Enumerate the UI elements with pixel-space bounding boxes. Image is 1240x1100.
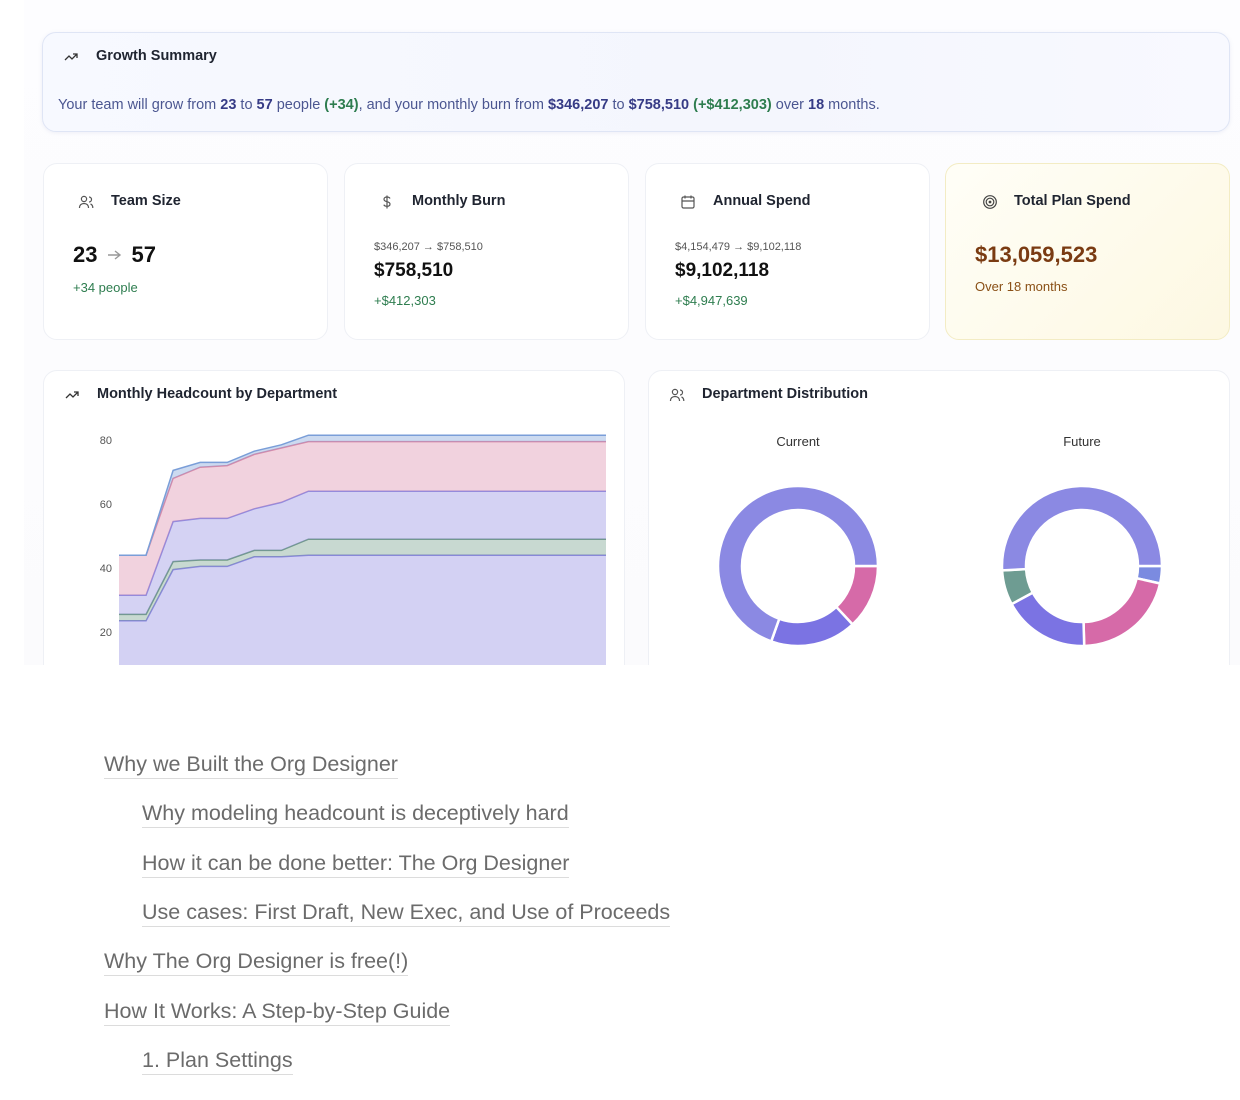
area-fill [119, 555, 606, 665]
summary-segment: (+34) [324, 97, 359, 113]
summary-segment: $346,207 [547, 97, 609, 113]
donut-segment [1082, 576, 1162, 648]
users-icon [78, 195, 94, 209]
trend-icon [64, 53, 78, 61]
summary-segment: to [608, 97, 629, 113]
summary-segment: over [771, 97, 808, 113]
donut-charts: Current Future [716, 434, 1164, 648]
donut-segment [769, 605, 855, 648]
area-line [119, 434, 606, 556]
donut-segment [1000, 484, 1164, 572]
toc-link[interactable]: Use cases: First Draft, New Exec, and Us… [142, 900, 671, 927]
summary-title: Growth Summary [96, 48, 217, 64]
toc-link[interactable]: How it can be done better: The Org Desig… [142, 851, 570, 878]
y-tick-label: 40 [100, 563, 112, 575]
dollar-icon [383, 195, 391, 209]
toc-link[interactable]: Why we Built the Org Designer [104, 752, 398, 779]
chart-title: Monthly Headcount by Department [97, 386, 338, 402]
target-icon [983, 195, 997, 209]
donut-title: Current [776, 434, 820, 449]
donut-segment [716, 484, 880, 643]
area-fill [119, 539, 606, 621]
card: Monthly Burn $346,207 → $758,510 $758,51… [344, 163, 629, 340]
card-value: $13,059,523 [975, 242, 1098, 267]
dashboard: Growth Summary Your team will grow from … [24, 0, 1240, 665]
area-line [119, 554, 606, 622]
trend-icon [65, 391, 79, 399]
area-chart: 20 40 60 80 [100, 434, 606, 665]
summary-segment: , and your monthly burn from [358, 97, 548, 113]
chart-title: Department Distribution [702, 386, 868, 402]
card-delta: +$4,947,639 [675, 293, 748, 308]
card-range: $4,154,479 → $9,102,118 [675, 241, 802, 253]
area-line [119, 538, 606, 616]
summary-segment: 23 [220, 97, 237, 113]
card-delta: +$412,303 [374, 293, 436, 308]
toc-link[interactable]: Why modeling headcount is deceptively ha… [142, 801, 569, 828]
area-line [119, 490, 606, 596]
toc-link[interactable]: 1. Plan Settings [142, 1048, 293, 1075]
card-title: Team Size [111, 193, 181, 209]
arrow-icon [108, 250, 122, 260]
value-from: 23 [73, 242, 98, 267]
summary-segment: to [236, 97, 257, 113]
summary-segment: months. [824, 97, 880, 113]
calendar-icon [681, 195, 695, 209]
summary-segment: people [272, 97, 325, 113]
summary-segment: Your team will grow from [58, 97, 221, 113]
y-tick-label: 60 [100, 499, 112, 511]
growth-summary: Growth Summary Your team will grow from … [42, 32, 1230, 132]
card-value: 23 57 [73, 242, 156, 268]
summary-segment: 57 [256, 97, 273, 113]
card-title: Annual Spend [713, 193, 811, 209]
donut-title: Future [1063, 434, 1101, 449]
card-note: Over 18 months [975, 279, 1068, 294]
card-title: Total Plan Spend [1014, 193, 1131, 209]
area-fill [119, 491, 606, 615]
area-line [119, 440, 606, 556]
card-title: Monthly Burn [412, 193, 506, 209]
area-fill [119, 441, 606, 596]
card: Total Plan Spend $13,059,523 Over 18 mon… [945, 163, 1230, 340]
card-delta: +34 people [73, 280, 138, 295]
distribution-panel: Department Distribution Current Future [648, 370, 1230, 665]
card: Annual Spend $4,154,479 → $9,102,118 $9,… [645, 163, 930, 340]
summary-segment: (+$412,303) [693, 97, 772, 113]
summary-segment: 18 [808, 97, 825, 113]
y-tick-label: 80 [100, 435, 112, 447]
donut-segment [1009, 590, 1086, 648]
summary-text: Your team will grow from 23 to 57 people… [58, 97, 880, 113]
headcount-panel: Monthly Headcount by Department 20 40 60 80 [43, 370, 625, 665]
plot [119, 434, 606, 665]
value-to: 57 [131, 242, 156, 267]
card-value: $9,102,118 [675, 260, 770, 281]
card-value: $758,510 [374, 260, 454, 281]
users-icon [669, 388, 685, 402]
toc-link[interactable]: How It Works: A Step-by-Step Guide [104, 999, 451, 1026]
summary-segment: $758,510 [628, 97, 690, 113]
y-tick-label: 20 [100, 627, 112, 639]
card: Team Size 23 57 +34 people [43, 163, 328, 340]
card-range: $346,207 → $758,510 [374, 241, 483, 253]
toc-link[interactable]: Why The Org Designer is free(!) [104, 949, 409, 976]
